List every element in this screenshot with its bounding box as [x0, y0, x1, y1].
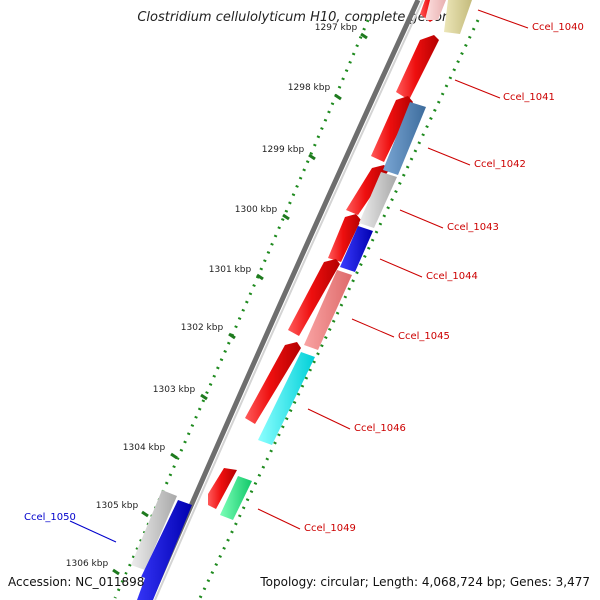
cds-arrow-1041[interactable] [396, 35, 439, 100]
gene-leader-line [399, 209, 444, 229]
kbp-tick-label: 1297 kbp [315, 23, 358, 33]
gene-leader-line [307, 408, 351, 430]
gene-label[interactable]: Ccel_1041 [503, 92, 555, 103]
gene-labels: Ccel_1040 Ccel_1041 Ccel_1042 Ccel_1043 Ccel… [24, 9, 584, 543]
category-ring [116, 0, 472, 600]
feature-gray-left[interactable] [131, 490, 177, 570]
kbp-tick-label: 1299 kbp [262, 145, 305, 155]
accession-label: Accession: NC_011898 [8, 575, 145, 589]
genome-backbone-highlight [154, 0, 424, 600]
cds-arrow-1044[interactable] [328, 214, 361, 262]
feature-gray[interactable] [359, 172, 397, 228]
feature-darkblue[interactable] [340, 226, 373, 272]
gene-label[interactable]: Ccel_1042 [474, 159, 526, 170]
gene-label[interactable]: Ccel_1040 [532, 22, 584, 33]
gene-label[interactable]: Ccel_1045 [398, 331, 450, 342]
kbp-tick-label: 1298 kbp [288, 83, 331, 93]
feature-pink[interactable] [304, 270, 352, 350]
forward-cds-ring [208, 0, 441, 509]
kbp-tick-mark [256, 273, 264, 281]
gene-leader-line [257, 508, 301, 530]
gene-label[interactable]: Ccel_1043 [447, 222, 499, 233]
feature-blue[interactable] [383, 102, 426, 175]
kbp-tick-label: 1301 kbp [209, 265, 252, 275]
kbp-tick-mark [360, 32, 368, 40]
kbp-tick-label: 1300 kbp [235, 205, 278, 215]
kbp-tick-mark [228, 332, 236, 340]
feature-white-left[interactable] [116, 572, 145, 600]
kbp-tick-label: 1305 kbp [96, 501, 139, 511]
gene-leader-line [351, 318, 395, 338]
kbp-tick-mark [200, 393, 208, 401]
gene-label[interactable]: Ccel_1050 [24, 512, 76, 523]
cds-arrow-1046[interactable] [245, 342, 301, 424]
gene-leader-line [454, 79, 501, 99]
feature-cyan[interactable] [258, 352, 315, 445]
kbp-tick-label: 1302 kbp [181, 323, 224, 333]
map-title: Clostridium cellulolyticum H10, complete… [137, 10, 463, 25]
kbp-tick-mark [112, 568, 120, 576]
feature-lightpink[interactable] [425, 0, 446, 20]
kbp-tick-label: 1306 kbp [66, 559, 109, 569]
topology-label: Topology: circular; Length: 4,068,724 bp… [260, 575, 590, 589]
cds-arrow-1043[interactable] [346, 165, 389, 215]
gene-label[interactable]: Ccel_1046 [354, 423, 406, 434]
kbp-tick-mark [141, 510, 149, 518]
gene-leader-line [379, 258, 423, 278]
kbp-tick-mark [170, 452, 178, 460]
kbp-tick-mark [282, 213, 290, 221]
kbp-tick-mark [334, 93, 342, 101]
cds-arrow-1049[interactable] [208, 468, 237, 509]
kbp-ticks: 1297 kbp 1298 kbp 1299 kbp 1300 kbp 1301 kbp… [66, 23, 368, 576]
genome-backbone [147, 0, 421, 600]
kbp-tick-mark [308, 153, 316, 161]
gene-label[interactable]: Ccel_1044 [426, 271, 478, 282]
kbp-tick-label: 1304 kbp [123, 443, 166, 453]
feature-khaki[interactable] [444, 0, 472, 34]
gene-leader-line [427, 147, 471, 166]
inner-dotted-track [198, 19, 480, 599]
feature-darkblue-left[interactable] [130, 500, 192, 600]
gene-leader-line [69, 520, 117, 543]
kbp-tick-label: 1303 kbp [153, 385, 196, 395]
gene-label[interactable]: Ccel_1049 [304, 523, 356, 534]
gene-leader-line [477, 9, 529, 29]
cds-arrow-1042[interactable] [371, 96, 413, 162]
cds-arrow-1045[interactable] [288, 259, 340, 336]
feature-green[interactable] [220, 476, 252, 520]
